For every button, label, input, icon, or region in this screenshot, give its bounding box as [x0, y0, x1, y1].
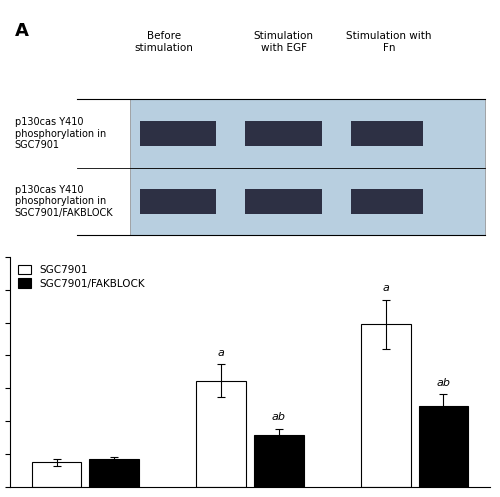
Text: ab: ab [436, 378, 450, 388]
Bar [32, 462, 81, 487]
Text: Stimulation with
Fn: Stimulation with Fn [346, 31, 432, 53]
FancyBboxPatch shape [130, 99, 485, 168]
Text: A: A [15, 22, 28, 40]
Bar [419, 406, 468, 487]
FancyBboxPatch shape [245, 121, 322, 146]
Legend: SGC7901, SGC7901/FAKBLOCK: SGC7901, SGC7901/FAKBLOCK [15, 262, 148, 292]
FancyBboxPatch shape [351, 189, 423, 214]
Text: ab: ab [272, 412, 286, 422]
Bar [90, 459, 139, 487]
FancyBboxPatch shape [140, 189, 216, 214]
FancyBboxPatch shape [351, 121, 423, 146]
Text: Stimulation
with EGF: Stimulation with EGF [254, 31, 314, 53]
Bar [196, 381, 246, 487]
Bar [361, 324, 410, 487]
FancyBboxPatch shape [140, 121, 216, 146]
Bar [254, 435, 304, 487]
Text: p130cas Y410
phosphorylation in
SGC7901/FAKBLOCK: p130cas Y410 phosphorylation in SGC7901/… [15, 185, 114, 218]
FancyBboxPatch shape [130, 168, 485, 235]
Text: a: a [218, 348, 224, 358]
Text: a: a [382, 283, 390, 293]
FancyBboxPatch shape [245, 189, 322, 214]
Text: Before
stimulation: Before stimulation [134, 31, 193, 53]
Text: p130cas Y410
phosphorylation in
SGC7901: p130cas Y410 phosphorylation in SGC7901 [15, 117, 106, 150]
